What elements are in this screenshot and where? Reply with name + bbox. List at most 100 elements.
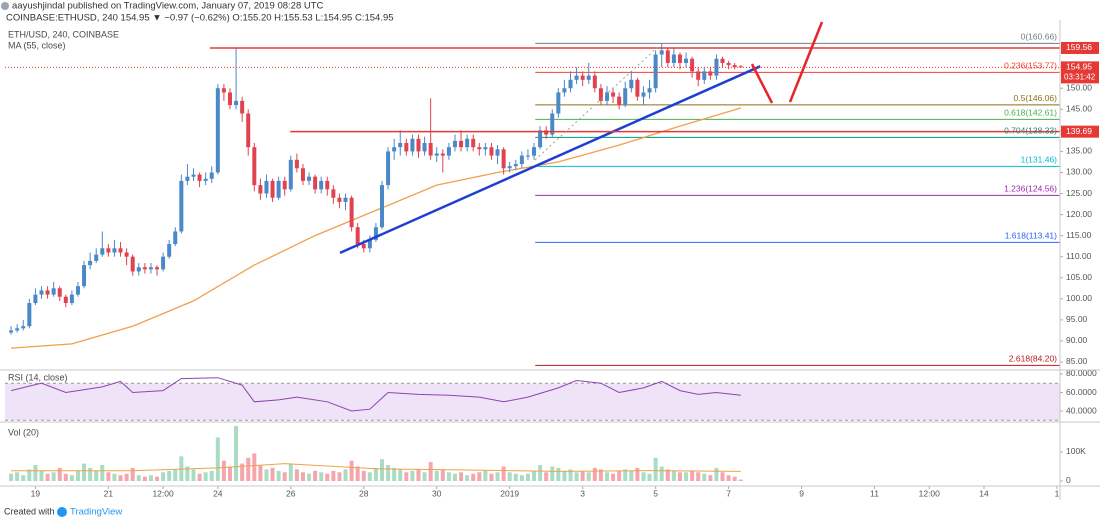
candle-body [720,58,725,63]
candle-body [471,138,476,148]
candle-body [586,75,591,80]
volume-bar [629,470,634,481]
candle-body [343,197,348,202]
candle-body [337,197,342,202]
volume-bar [227,466,232,481]
candle-body [21,326,26,329]
volume-bar [732,476,737,481]
volume-bar [665,469,670,481]
candle-body [604,92,609,101]
volume-bar [240,463,245,481]
candle-body [57,288,62,297]
volume-legend: Vol (20) [8,427,39,437]
volume-bar [410,470,415,481]
volume-bar [647,473,652,481]
volume-bar [465,475,470,481]
rsi-tick-label: 80.0000 [1066,368,1097,378]
candle-body [452,140,457,148]
volume-bar [270,467,275,481]
x-tick-label: 12:00 [919,488,941,498]
candle-body [684,58,689,63]
volume-bar [532,470,537,481]
candle-body [227,92,232,106]
candle-body [592,75,597,89]
volume-bar [167,470,172,481]
volume-bar [677,472,682,481]
volume-bar [234,425,239,481]
volume-bar [106,472,111,481]
candle-body [240,100,245,114]
candle-body [276,180,281,198]
volume-bar [331,470,336,481]
fib-label: 0.618(142.61) [1004,108,1057,118]
y-tick-label: 130.00 [1066,167,1092,177]
price-badge [1061,41,1099,54]
candle-body [221,88,226,93]
volume-tick-label: 100K [1066,446,1086,456]
volume-bar [203,472,208,481]
volume-bar [459,472,464,481]
x-tick-label: 3 [580,488,585,498]
candle-body [483,147,488,150]
candle-body [45,290,50,295]
candle-body [732,65,737,68]
volume-bar [495,472,500,481]
chart-title: ETH/USD, 240, COINBASE [8,29,119,39]
volume-bar [361,470,366,481]
candle-body [671,54,676,63]
x-tick-label: 12:00 [152,488,174,498]
volume-bar [720,472,725,481]
volume-tick-label: 0 [1066,475,1071,485]
candle-body [148,267,153,270]
rsi-legend: RSI (14, close) [8,372,68,382]
rsi-line [10,377,741,412]
volume-bar [556,467,561,481]
candle-body [246,113,251,148]
x-tick-label: 24 [213,488,223,498]
candle-body [507,166,512,169]
volume-bar [544,472,549,481]
candle-body [51,288,56,295]
candle-body [677,54,682,63]
candle-body [179,180,184,232]
volume-bar [94,470,99,481]
y-tick-label: 90.00 [1066,335,1088,345]
volume-bar [477,472,482,481]
candle-body [556,92,561,114]
volume-bar [501,466,506,481]
candle-body [519,155,524,165]
volume-bar [738,479,743,481]
volume-bar [282,472,287,481]
candle-body [434,153,439,156]
candle-body [440,153,445,156]
y-tick-label: 145.00 [1066,104,1092,114]
candle-body [495,149,500,156]
candle-body [629,79,634,89]
volume-bar [513,473,518,481]
candle-body [319,180,324,190]
candle-body [136,267,141,272]
fib-label: 2.618(84.20) [1009,354,1057,364]
candle-body [39,290,44,295]
volume-bar [142,476,147,481]
x-tick-label: 26 [286,488,296,498]
arrow-up [788,21,824,103]
volume-bar [313,470,318,481]
fib-label: 1(131.46) [1021,155,1058,165]
volume-bar [27,469,32,481]
candle-body [75,286,80,295]
candle-body [617,96,622,106]
fib-label: 0.5(146.06) [1014,93,1058,103]
candle-body [598,88,603,101]
volume-bar [726,475,731,481]
candle-body [112,248,117,253]
volume-bar [130,467,135,481]
fib-label: 1.618(113.41) [1005,231,1057,241]
candle-body [94,254,99,261]
volume-bar [386,465,391,481]
candle-body [653,54,658,89]
volume-bar [300,472,305,481]
candle-body [641,92,646,97]
candle-body [702,71,707,80]
publisher: aayushjindal published on TradingView.co… [12,1,324,12]
